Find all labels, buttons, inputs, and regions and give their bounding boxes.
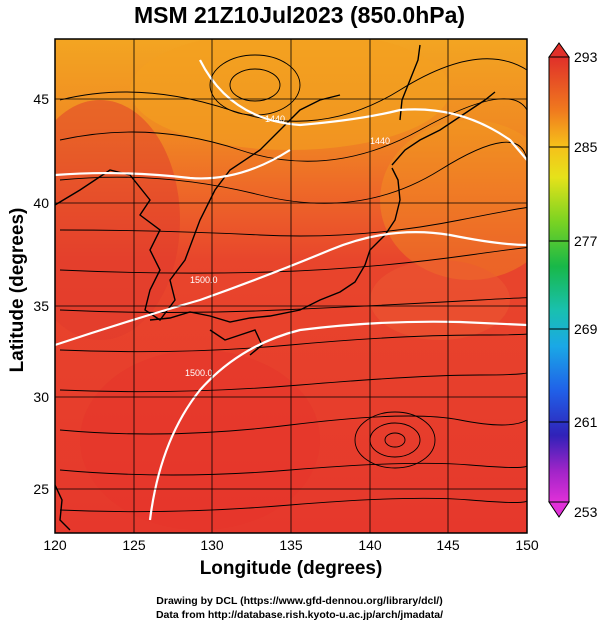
y-tick-label: 30 <box>33 389 49 405</box>
colorbar-label: 285 <box>574 139 598 155</box>
map-frame <box>54 38 528 534</box>
grid-lines <box>55 39 527 533</box>
x-axis-title: Longitude (degrees) <box>199 558 383 579</box>
x-tick-label: 120 <box>43 537 67 553</box>
coastlines <box>55 44 496 531</box>
contour-label: 1440 <box>370 136 390 146</box>
contour-label: 1440 <box>265 114 285 124</box>
x-tick-label: 135 <box>279 537 303 553</box>
colorbar-label: 261 <box>574 414 598 430</box>
y-axis-title: Latitude (degrees) <box>7 207 28 373</box>
x-tick-label: 145 <box>436 537 460 553</box>
x-tick-label: 125 <box>122 537 146 553</box>
contour-labels: 1440 1440 1500.0 1500.0 <box>185 114 390 378</box>
credit-data: Data from http://database.rish.kyoto-u.a… <box>155 609 444 621</box>
x-tick-label: 130 <box>200 537 224 553</box>
colorbar-label: 269 <box>574 321 598 337</box>
x-axis: 120 125 130 135 140 145 150 <box>43 537 539 553</box>
contour-label: 1500.0 <box>190 275 218 285</box>
height-contours <box>55 59 527 521</box>
wind-streamlines <box>59 54 527 513</box>
colorbar-label: 277 <box>574 233 598 249</box>
colorbar-scale <box>548 56 570 503</box>
y-tick-label: 40 <box>33 195 49 211</box>
x-tick-label: 140 <box>358 537 382 553</box>
credit-drawing: Drawing by DCL (https://www.gfd-dennou.o… <box>156 595 443 607</box>
y-tick-label: 25 <box>33 481 49 497</box>
colorbar-bottom-arrow <box>548 501 570 518</box>
y-tick-label: 35 <box>33 298 49 314</box>
temperature-field <box>55 39 527 533</box>
x-tick-label: 150 <box>515 537 539 553</box>
y-axis: 25 30 35 40 45 <box>33 91 49 497</box>
colorbar-label: 293 <box>574 49 598 65</box>
colorbar: 293 285 277 269 261 253 <box>548 42 598 520</box>
figure-title: MSM 21Z10Jul2023 (850.0hPa) <box>133 2 466 28</box>
colorbar-top-arrow <box>548 42 570 58</box>
colorbar-label: 253 <box>574 504 598 520</box>
y-tick-label: 45 <box>33 91 49 107</box>
contour-label: 1500.0 <box>185 368 213 378</box>
